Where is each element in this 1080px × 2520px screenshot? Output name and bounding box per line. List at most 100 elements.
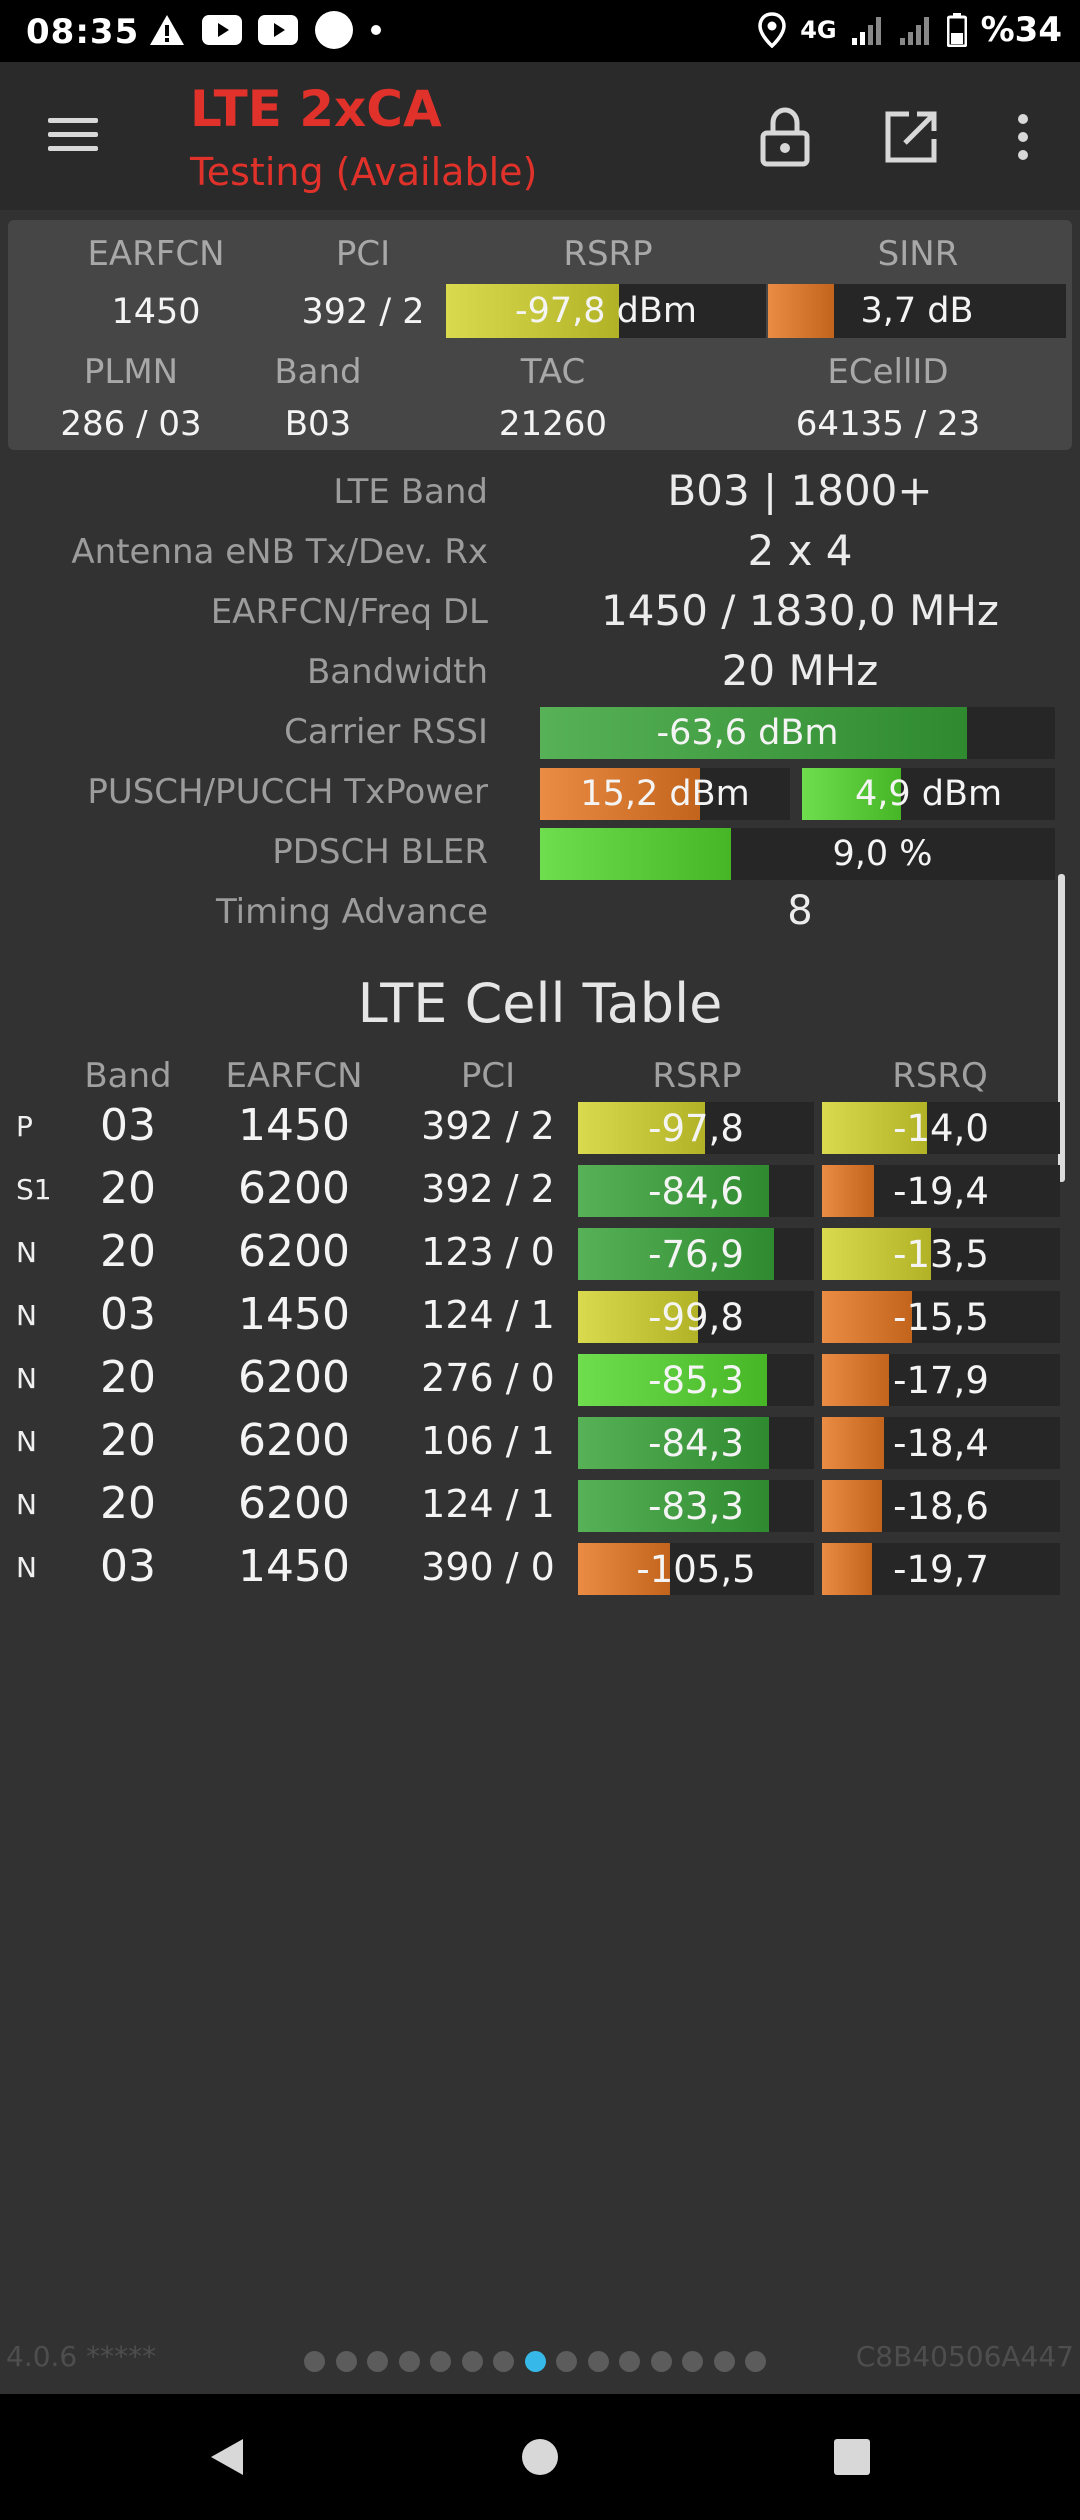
table-row: N 03 1450 124 / 1 -99,8 -15,5 bbox=[0, 1285, 1080, 1348]
back-triangle-icon[interactable] bbox=[192, 2422, 262, 2492]
page-dot[interactable] bbox=[335, 2351, 357, 2372]
timing-advance-value: 8 bbox=[787, 888, 813, 934]
more-vert-icon[interactable] bbox=[988, 102, 1058, 172]
cell-pci: 392 / 2 bbox=[421, 1167, 555, 1211]
signal-icon bbox=[899, 10, 933, 50]
page-dot[interactable] bbox=[493, 2351, 514, 2372]
scrollbar[interactable] bbox=[1058, 874, 1065, 1182]
home-circle-icon[interactable] bbox=[505, 2422, 575, 2492]
cell-earfcn: 6200 bbox=[238, 1226, 350, 1277]
cell-rsrp: -105,5 bbox=[636, 1547, 756, 1591]
lte-band-value: B03 | 1800+ bbox=[667, 466, 933, 515]
band-label: Band bbox=[274, 352, 362, 392]
cell-rsrp-bar: -97,8 bbox=[578, 1102, 814, 1154]
cell-rsrq-bar: -17,9 bbox=[822, 1354, 1060, 1406]
page-dot[interactable] bbox=[430, 2351, 451, 2372]
cell-earfcn: 6200 bbox=[238, 1478, 350, 1529]
cell-earfcn: 1450 bbox=[238, 1100, 350, 1151]
battery-icon bbox=[946, 10, 967, 50]
cell-rsrq-bar: -19,4 bbox=[822, 1165, 1060, 1217]
cell-pci: 124 / 1 bbox=[421, 1482, 555, 1526]
cell-band: 20 bbox=[100, 1478, 156, 1529]
recents-square-icon[interactable] bbox=[817, 2422, 887, 2492]
cell-earfcn: 6200 bbox=[238, 1415, 350, 1466]
pucch-txpower-value: 4,9 dBm bbox=[854, 774, 1003, 814]
cell-rsrq: -15,5 bbox=[893, 1295, 989, 1339]
page-dot[interactable] bbox=[650, 2351, 672, 2372]
cell-rsrp: -97,8 bbox=[648, 1106, 744, 1150]
cell-earfcn: 6200 bbox=[238, 1352, 350, 1403]
carrier-rssi-bar-fill bbox=[540, 707, 968, 759]
page-dot[interactable] bbox=[367, 2351, 388, 2372]
clock: 08:35 bbox=[26, 12, 140, 52]
circle-icon bbox=[314, 10, 354, 50]
warning-icon bbox=[148, 10, 186, 50]
cell-rsrq: -19,4 bbox=[893, 1169, 989, 1213]
page-dot[interactable] bbox=[461, 2351, 483, 2372]
lock-icon[interactable] bbox=[750, 102, 820, 172]
page-dot[interactable] bbox=[556, 2351, 577, 2372]
plmn-label: PLMN bbox=[83, 352, 179, 392]
page-dot[interactable] bbox=[398, 2351, 420, 2372]
table-row: N 03 1450 390 / 0 -105,5 -19,7 bbox=[0, 1537, 1080, 1600]
cell-earfcn: 1450 bbox=[238, 1541, 350, 1592]
open-external-icon[interactable] bbox=[876, 102, 946, 172]
sinr-label: SINR bbox=[877, 234, 959, 274]
cell-band: 03 bbox=[100, 1541, 156, 1592]
timing-advance-label: Timing Advance bbox=[215, 892, 488, 932]
cell-band: 20 bbox=[100, 1163, 156, 1214]
cell-rsrp-bar: -84,3 bbox=[578, 1417, 814, 1469]
page-dot[interactable] bbox=[304, 2351, 325, 2372]
cell-rsrq-bar-fill bbox=[822, 1102, 927, 1154]
column-header-band: Band bbox=[84, 1056, 172, 1096]
pci-value: 392 / 2 bbox=[301, 292, 425, 332]
band-value: B03 bbox=[284, 404, 352, 444]
page-dot[interactable] bbox=[713, 2351, 735, 2372]
tx-power-label: PUSCH/PUCCH TxPower bbox=[87, 772, 488, 812]
cell-rsrp-bar-fill bbox=[578, 1228, 774, 1280]
page-title: LTE 2xCA bbox=[190, 80, 442, 138]
cell-rsrp-bar-fill bbox=[578, 1354, 767, 1406]
cell-rsrq-bar-fill bbox=[822, 1417, 884, 1469]
cell-rsrq-bar: -13,5 bbox=[822, 1228, 1060, 1280]
page-dot[interactable] bbox=[682, 2351, 703, 2372]
cell-rsrp-bar-fill bbox=[578, 1165, 770, 1217]
page-dot[interactable] bbox=[524, 2351, 546, 2372]
notification-icons bbox=[148, 10, 382, 50]
cell-type: N bbox=[16, 1551, 37, 1584]
page-subtitle: Testing (Available) bbox=[190, 150, 538, 194]
page-footer: 4.0.6 ***** C8B40506A447 bbox=[0, 2340, 1080, 2380]
hamburger-menu-icon[interactable] bbox=[40, 110, 100, 160]
table-row: N 20 6200 123 / 0 -76,9 -13,5 bbox=[0, 1222, 1080, 1285]
cell-pci: 392 / 2 bbox=[421, 1104, 555, 1148]
rsrp-bar: -97,8 dBm bbox=[446, 284, 766, 338]
pdsch-bler-value: 9,0 % bbox=[832, 834, 933, 874]
cell-rsrq: -18,6 bbox=[893, 1484, 989, 1528]
page-indicator[interactable] bbox=[304, 2351, 766, 2372]
cell-table-title: LTE Cell Table bbox=[357, 972, 723, 1035]
cell-rsrp: -83,3 bbox=[648, 1484, 744, 1528]
cell-earfcn: 1450 bbox=[238, 1289, 350, 1340]
table-row: S1 20 6200 392 / 2 -84,6 -19,4 bbox=[0, 1159, 1080, 1222]
pusch-txpower-bar-fill bbox=[540, 768, 700, 820]
cell-pci: 106 / 1 bbox=[421, 1419, 555, 1463]
cell-rsrq-bar-fill bbox=[822, 1480, 882, 1532]
table-row: N 20 6200 106 / 1 -84,3 -18,4 bbox=[0, 1411, 1080, 1474]
earfcn-freq-value: 1450 / 1830,0 MHz bbox=[601, 586, 999, 635]
cell-rsrp: -99,8 bbox=[648, 1295, 744, 1339]
cell-rsrp-bar: -84,6 bbox=[578, 1165, 814, 1217]
earfcn-value: 1450 bbox=[111, 292, 201, 332]
cell-band: 20 bbox=[100, 1415, 156, 1466]
column-header-rsrp: RSRP bbox=[652, 1056, 742, 1096]
cell-rsrq-bar-fill bbox=[822, 1354, 889, 1406]
youtube-icon bbox=[202, 10, 242, 50]
table-row: N 20 6200 276 / 0 -85,3 -17,9 bbox=[0, 1348, 1080, 1411]
page-dot[interactable] bbox=[587, 2351, 609, 2372]
cell-type: P bbox=[16, 1110, 33, 1143]
carrier-rssi-label: Carrier RSSI bbox=[284, 712, 488, 752]
carrier-rssi-value: -63,6 dBm bbox=[656, 713, 839, 753]
page-dot[interactable] bbox=[745, 2351, 766, 2372]
column-header-pci: PCI bbox=[460, 1056, 516, 1096]
page-dot[interactable] bbox=[619, 2351, 640, 2372]
tac-label: TAC bbox=[520, 352, 586, 392]
